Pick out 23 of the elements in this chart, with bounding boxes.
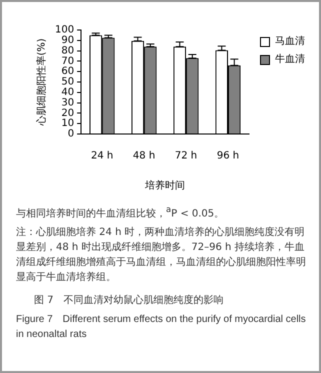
text: 马血清 <box>275 36 305 48</box>
y-tick-label: 90 <box>61 34 74 46</box>
x-tick-label: 24 h <box>90 150 114 162</box>
x-tick-label: 72 h <box>174 150 198 162</box>
y-tick-label: 20 <box>61 108 74 119</box>
caption: Figure 7 Different serum effects on the purify of myocardial cells in neonaltal rats <box>16 313 307 342</box>
x-tick-label: 96 h <box>216 150 240 162</box>
y-tick-label: 10 <box>61 118 74 130</box>
y-axis-title: 心肌细胞阳性率(%) <box>36 38 48 127</box>
y-tick-label: 80 <box>61 45 74 56</box>
y-tick-label: 60 <box>61 66 74 78</box>
text: 注：心肌细胞培养 24 h 时，两种血清培养的心肌细胞纯度没有明显差别，48 h 时出现成纤维细胞增多。72–96 h 持续培养，牛血清组成纤维细胞增殖高于马血清组，马血清组的心肌细胞阳性率明显高于牛血清培养组。 <box>16 226 307 286</box>
y-tick-label: 70 <box>61 56 74 67</box>
text: 与相同培养时间的牛血清组比较，$^{a}$P < 0.05。 <box>16 203 226 222</box>
legend-label: 牛血清 <box>275 54 305 66</box>
y-tick-label: 0 <box>68 128 74 140</box>
y-tick-label: 100 <box>54 24 74 36</box>
y-tick-label: 50 <box>61 76 74 88</box>
caption: 图 7 不同血清对幼鼠心肌细胞纯度的影响 <box>33 294 225 308</box>
y-tick-label: 40 <box>61 86 74 98</box>
x-axis-title: 培养时间 <box>144 180 186 192</box>
y-tick-label: 30 <box>61 97 74 108</box>
x-tick-label: 48 h <box>132 150 156 162</box>
